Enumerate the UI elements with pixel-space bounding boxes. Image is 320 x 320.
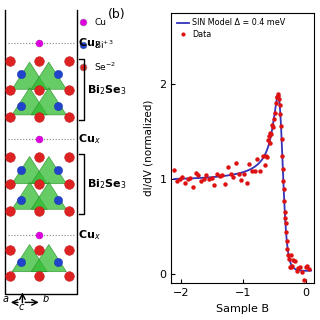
Text: Se$^{-2}$: Se$^{-2}$ — [94, 61, 116, 73]
Polygon shape — [31, 182, 67, 209]
Y-axis label: dI/dV (normalized): dI/dV (normalized) — [144, 100, 154, 196]
Text: Cu$_x$: Cu$_x$ — [78, 36, 101, 50]
Text: Cu$_x$: Cu$_x$ — [78, 228, 101, 242]
Text: $a$: $a$ — [2, 294, 9, 304]
Text: $c$: $c$ — [18, 302, 25, 312]
Polygon shape — [12, 88, 47, 115]
Polygon shape — [31, 244, 67, 272]
Text: $b$: $b$ — [42, 292, 50, 304]
X-axis label: Sample B: Sample B — [216, 304, 269, 314]
Text: (b): (b) — [108, 8, 126, 21]
Polygon shape — [12, 156, 47, 184]
Polygon shape — [12, 182, 47, 209]
Polygon shape — [31, 62, 67, 89]
Polygon shape — [31, 156, 67, 184]
Text: Cu$_x$: Cu$_x$ — [78, 132, 101, 146]
Polygon shape — [12, 62, 47, 89]
Text: Bi$_2$Se$_3$: Bi$_2$Se$_3$ — [87, 177, 127, 191]
Polygon shape — [31, 88, 67, 115]
Legend: SIN Model Δ = 0.4 meV, Data: SIN Model Δ = 0.4 meV, Data — [175, 17, 287, 40]
Polygon shape — [12, 244, 47, 272]
Text: Bi$_2$Se$_3$: Bi$_2$Se$_3$ — [87, 83, 127, 97]
Text: Bi$^{+3}$: Bi$^{+3}$ — [94, 39, 114, 51]
Text: Cu: Cu — [94, 18, 106, 27]
